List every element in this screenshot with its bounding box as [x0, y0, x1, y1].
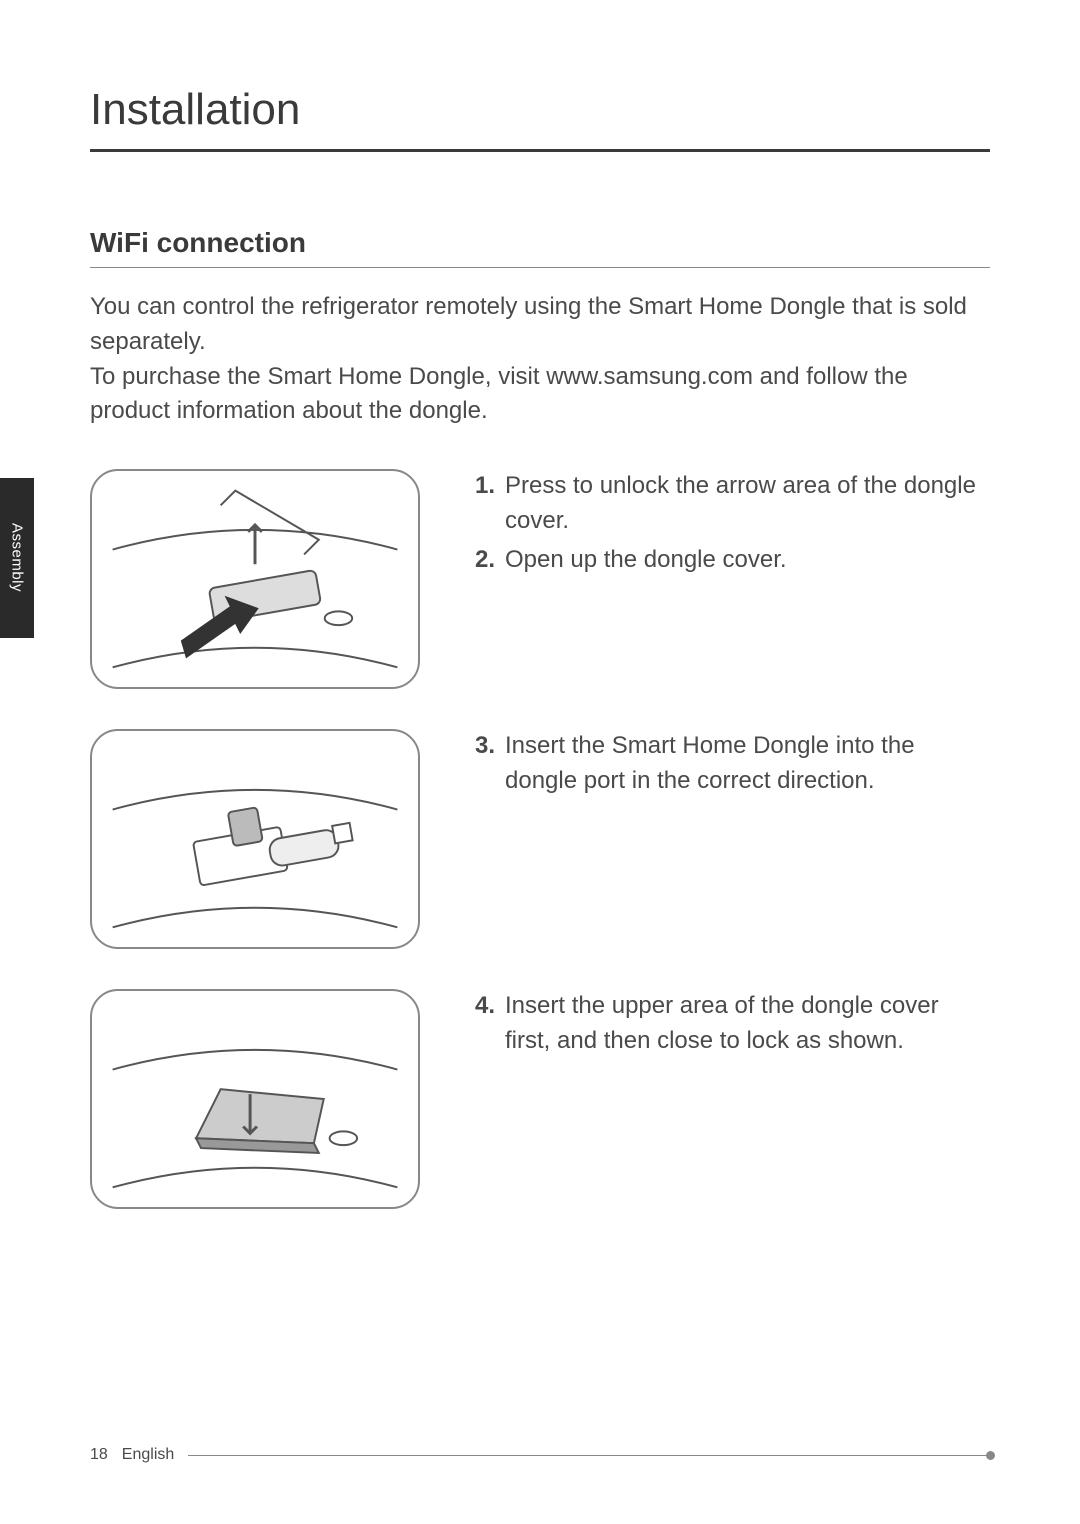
step-number: 4.: [475, 989, 505, 1059]
step-item: 4. Insert the upper area of the dongle c…: [475, 989, 990, 1059]
dongle-close-diagram-icon: [92, 991, 418, 1207]
step-text-block-1: 1. Press to unlock the arrow area of the…: [475, 469, 990, 581]
step-text: Press to unlock the arrow area of the do…: [505, 469, 990, 539]
step-row-3: 4. Insert the upper area of the dongle c…: [90, 989, 990, 1209]
step-item: 3. Insert the Smart Home Dongle into the…: [475, 729, 990, 799]
page-title: Installation: [90, 85, 990, 152]
step-text-block-2: 3. Insert the Smart Home Dongle into the…: [475, 729, 990, 803]
page-number: 18: [90, 1446, 108, 1464]
section-title: WiFi connection: [90, 227, 990, 268]
page-content: Installation WiFi connection You can con…: [0, 0, 1080, 1209]
page-footer: 18 English: [90, 1446, 990, 1464]
dongle-insert-diagram-icon: [92, 731, 418, 947]
illustration-insert-dongle: [90, 729, 420, 949]
step-number: 1.: [475, 469, 505, 539]
step-number: 2.: [475, 543, 505, 578]
step-item: 1. Press to unlock the arrow area of the…: [475, 469, 990, 539]
illustration-close-cover: [90, 989, 420, 1209]
step-text: Insert the Smart Home Dongle into the do…: [505, 729, 990, 799]
step-row-1: 1. Press to unlock the arrow area of the…: [90, 469, 990, 689]
step-item: 2. Open up the dongle cover.: [475, 543, 990, 578]
step-text: Insert the upper area of the dongle cove…: [505, 989, 990, 1059]
step-number: 3.: [475, 729, 505, 799]
language-label: English: [122, 1446, 174, 1464]
intro-paragraph: You can control the refrigerator remotel…: [90, 290, 990, 429]
dongle-cover-diagram-icon: [92, 471, 418, 687]
step-text-block-3: 4. Insert the upper area of the dongle c…: [475, 989, 990, 1063]
footer-rule: [188, 1455, 990, 1456]
illustration-open-cover: [90, 469, 420, 689]
step-row-2: 3. Insert the Smart Home Dongle into the…: [90, 729, 990, 949]
step-text: Open up the dongle cover.: [505, 543, 990, 578]
